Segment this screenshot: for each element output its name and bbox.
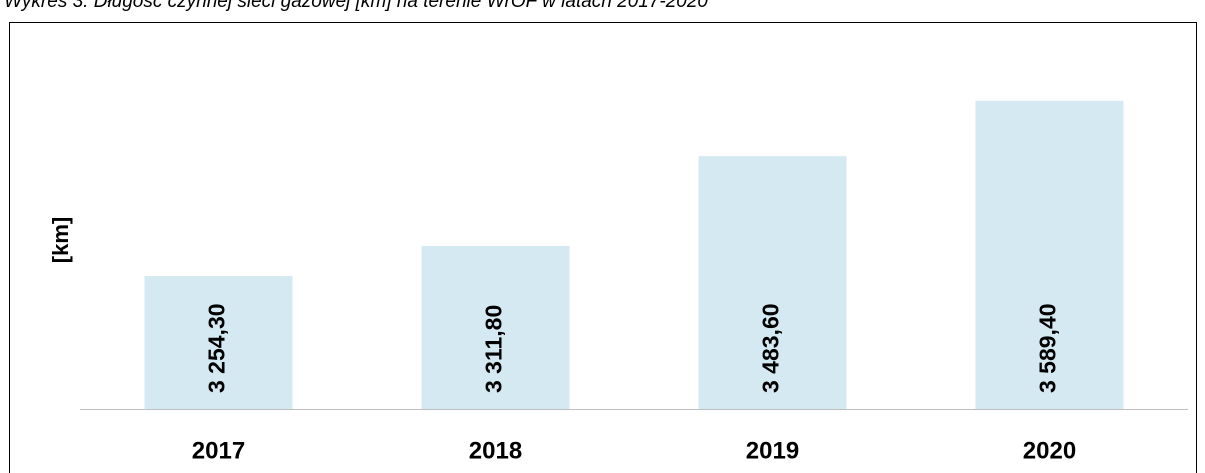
y-axis-label: [km] <box>48 217 73 263</box>
value-label: 3 589,40 <box>1035 303 1061 393</box>
value-label: 3 311,80 <box>481 305 507 393</box>
bar <box>421 245 570 409</box>
bar <box>144 276 293 409</box>
x-tick-label: 2020 <box>1023 437 1076 464</box>
bar <box>698 156 847 409</box>
chart-title: Wykres 3. Długość czynnej sieci gazowej … <box>4 0 708 12</box>
chart-frame <box>9 22 1197 473</box>
x-tick-label: 2019 <box>746 437 799 464</box>
x-tick-label: 2017 <box>192 437 245 464</box>
value-label: 3 483,60 <box>758 303 784 393</box>
x-tick-label: 2018 <box>469 437 522 464</box>
value-label: 3 254,30 <box>204 303 230 393</box>
bar <box>975 100 1124 409</box>
